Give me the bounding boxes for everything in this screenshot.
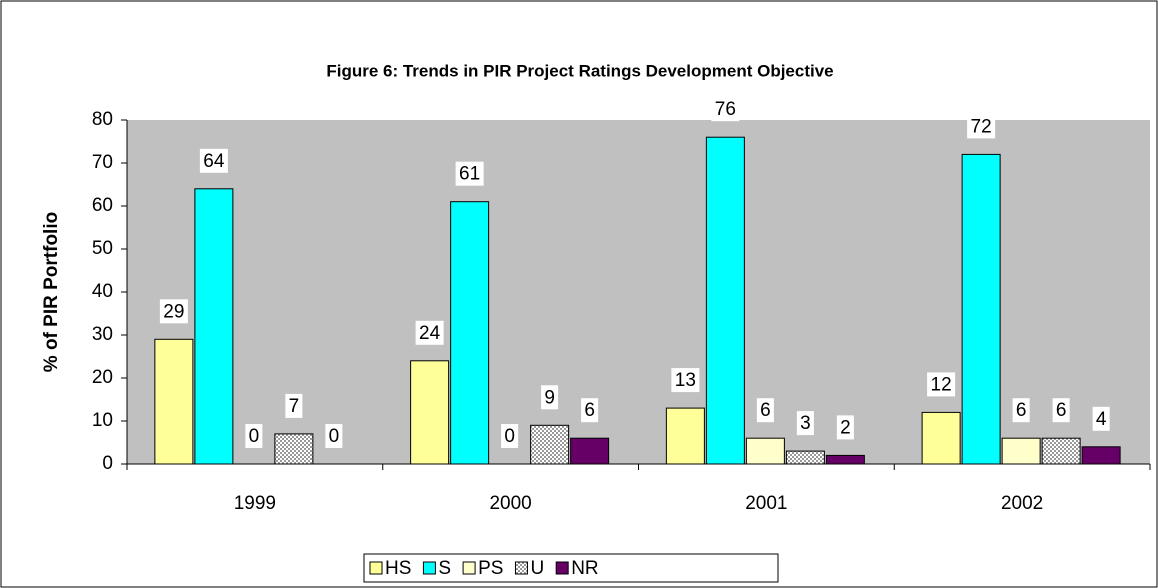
y-tick-label: 30 — [92, 324, 113, 345]
legend-label: PS — [478, 558, 503, 579]
bar — [274, 433, 314, 465]
data-label-bg — [756, 398, 774, 423]
legend-swatch — [514, 561, 528, 575]
data-label: 6 — [760, 400, 771, 421]
y-tick-label: 80 — [92, 109, 113, 130]
chart-title: Figure 6: Trends in PIR Project Ratings … — [326, 61, 833, 80]
data-label-bg — [967, 114, 996, 139]
data-label: 72 — [971, 116, 992, 137]
legend-swatch — [369, 561, 383, 575]
x-tick-label: 1999 — [234, 493, 276, 514]
data-label-bg — [159, 299, 188, 324]
y-tick-label: 10 — [92, 410, 113, 431]
data-label-bg — [581, 398, 599, 423]
data-label: 2 — [840, 417, 851, 438]
data-label-bg — [1092, 406, 1110, 431]
bar — [570, 437, 610, 465]
bar — [961, 153, 1001, 465]
data-label: 13 — [675, 370, 696, 391]
bar — [450, 201, 490, 465]
data-label-bg — [285, 393, 303, 418]
data-label-bg — [541, 385, 559, 410]
data-label: 76 — [715, 99, 736, 120]
data-label-bg — [671, 368, 700, 393]
data-label: 12 — [931, 374, 952, 395]
bar — [410, 360, 450, 465]
data-label-bg — [1052, 398, 1070, 423]
data-label: 4 — [1096, 409, 1107, 430]
data-label-bg — [501, 424, 519, 448]
legend-swatch — [555, 561, 569, 575]
data-label: 0 — [504, 426, 515, 447]
legend-swatch — [422, 561, 436, 575]
legend-label: U — [530, 558, 544, 579]
data-label: 61 — [459, 164, 480, 185]
x-tick-label: 2000 — [489, 493, 531, 514]
y-tick-label: 0 — [102, 453, 113, 474]
bar — [921, 411, 961, 465]
data-label: 6 — [1016, 400, 1027, 421]
data-label: 29 — [163, 301, 184, 322]
y-tick-label: 60 — [92, 195, 113, 216]
x-tick-label: 2001 — [745, 493, 787, 514]
data-label-bg — [455, 161, 484, 186]
bar — [1041, 437, 1081, 465]
data-label: 6 — [584, 400, 595, 421]
data-label: 64 — [203, 151, 225, 172]
bar — [665, 407, 705, 465]
data-label-bg — [711, 97, 740, 122]
bar — [785, 450, 825, 465]
y-tick-label: 50 — [92, 238, 113, 259]
bar — [1081, 446, 1121, 465]
bar — [745, 437, 785, 465]
bar — [705, 136, 745, 465]
bar — [825, 454, 865, 465]
data-label: 24 — [419, 323, 441, 344]
legend-label: NR — [571, 558, 598, 579]
bar — [194, 188, 234, 465]
y-tick-label: 40 — [92, 281, 113, 302]
data-label-bg — [1012, 398, 1030, 423]
data-label: 0 — [249, 426, 260, 447]
data-label: 7 — [289, 396, 300, 417]
bar — [530, 424, 570, 465]
bar — [1001, 437, 1041, 465]
data-label-bg — [927, 372, 956, 397]
y-tick-label: 70 — [92, 152, 113, 173]
legend-label: HS — [385, 558, 411, 579]
data-label-bg — [245, 424, 263, 448]
data-label-bg — [415, 320, 444, 345]
bar — [154, 338, 194, 465]
data-label: 6 — [1056, 400, 1067, 421]
x-tick-label: 2002 — [1001, 493, 1043, 514]
y-axis-label: % of PIR Portfolio — [41, 212, 62, 372]
legend-swatch — [462, 561, 476, 575]
data-label: 9 — [544, 387, 555, 408]
data-label-bg — [796, 411, 814, 436]
legend-label: S — [438, 558, 451, 579]
data-label: 0 — [329, 426, 340, 447]
data-label: 3 — [800, 413, 811, 434]
y-tick-label: 20 — [92, 367, 113, 388]
data-label-bg — [199, 148, 228, 173]
data-label-bg — [836, 415, 854, 440]
data-label-bg — [325, 424, 343, 448]
